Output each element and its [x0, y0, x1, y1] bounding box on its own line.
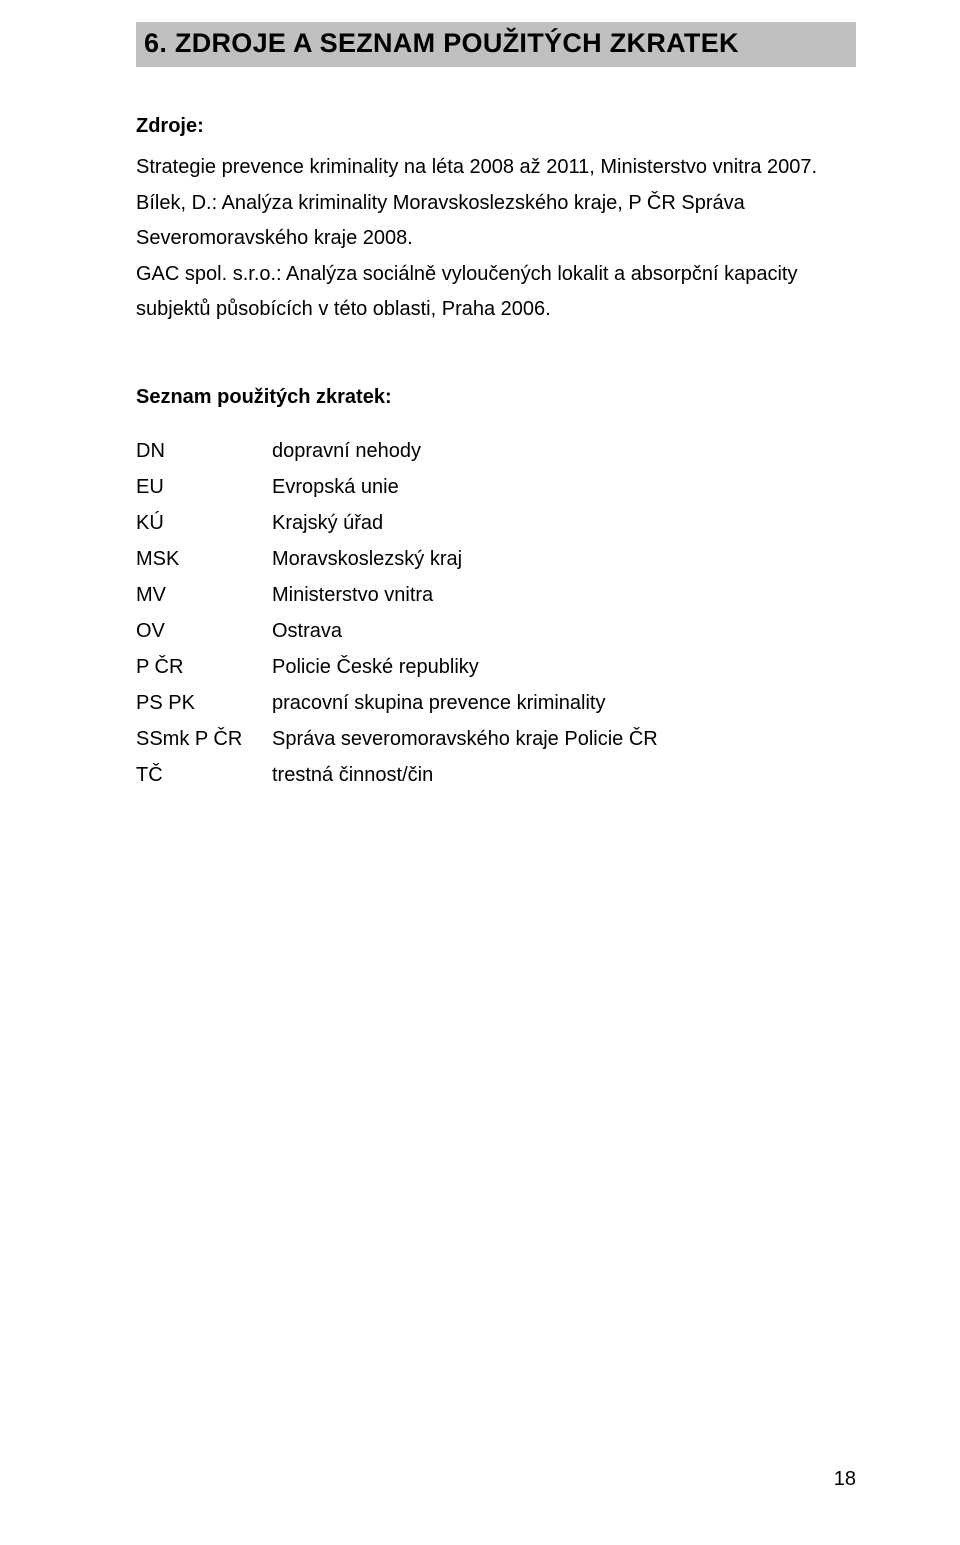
abbr-key: DN: [136, 433, 272, 469]
abbr-value: Ostrava: [272, 613, 658, 649]
source-item: Strategie prevence kriminality na léta 2…: [136, 150, 856, 186]
abbr-key: KÚ: [136, 505, 272, 541]
abbr-value: pracovní skupina prevence kriminality: [272, 685, 658, 721]
abbr-value: Správa severomoravského kraje Policie ČR: [272, 721, 658, 757]
abbr-key: MSK: [136, 541, 272, 577]
abbr-value: Moravskoslezský kraj: [272, 541, 658, 577]
abbr-key: EU: [136, 469, 272, 505]
abbr-value: Ministerstvo vnitra: [272, 577, 658, 613]
abbr-key: P ČR: [136, 649, 272, 685]
table-row: P ČR Policie České republiky: [136, 649, 658, 685]
table-row: KÚ Krajský úřad: [136, 505, 658, 541]
section-heading: 6. ZDROJE A SEZNAM POUŽITÝCH ZKRATEK: [144, 28, 848, 59]
sources-label: Zdroje:: [136, 115, 856, 138]
abbr-value: trestná činnost/čin: [272, 757, 658, 793]
abbr-value: Evropská unie: [272, 469, 658, 505]
abbr-value: Policie České republiky: [272, 649, 658, 685]
table-row: PS PK pracovní skupina prevence kriminal…: [136, 685, 658, 721]
abbreviations-table: DN dopravní nehody EU Evropská unie KÚ K…: [136, 433, 658, 793]
abbr-key: PS PK: [136, 685, 272, 721]
abbr-value: Krajský úřad: [272, 505, 658, 541]
table-row: MV Ministerstvo vnitra: [136, 577, 658, 613]
source-item: Bílek, D.: Analýza kriminality Moravskos…: [136, 186, 856, 257]
abbr-key: MV: [136, 577, 272, 613]
table-row: TČ trestná činnost/čin: [136, 757, 658, 793]
table-row: EU Evropská unie: [136, 469, 658, 505]
sources-block: Zdroje: Strategie prevence kriminality n…: [136, 115, 856, 328]
table-row: MSK Moravskoslezský kraj: [136, 541, 658, 577]
abbreviations-label: Seznam použitých zkratek:: [136, 386, 856, 409]
abbr-key: TČ: [136, 757, 272, 793]
abbr-value: dopravní nehody: [272, 433, 658, 469]
source-item: GAC spol. s.r.o.: Analýza sociálně vylou…: [136, 257, 856, 328]
table-row: SSmk P ČR Správa severomoravského kraje …: [136, 721, 658, 757]
document-page: 6. ZDROJE A SEZNAM POUŽITÝCH ZKRATEK Zdr…: [0, 0, 960, 1545]
section-heading-bar: 6. ZDROJE A SEZNAM POUŽITÝCH ZKRATEK: [136, 22, 856, 67]
table-row: DN dopravní nehody: [136, 433, 658, 469]
table-row: OV Ostrava: [136, 613, 658, 649]
abbr-key: OV: [136, 613, 272, 649]
page-number: 18: [834, 1468, 856, 1491]
abbr-key: SSmk P ČR: [136, 721, 272, 757]
